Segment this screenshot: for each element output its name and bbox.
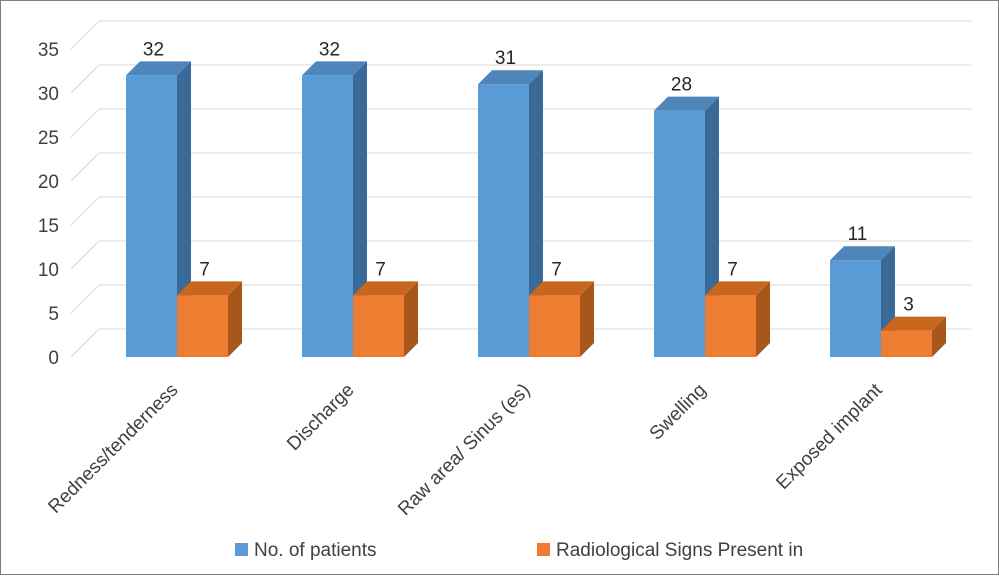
bar (529, 281, 594, 357)
bar-top (881, 316, 946, 331)
bar-front (177, 295, 228, 357)
category-label: Exposed implant (772, 379, 887, 494)
bar (881, 316, 946, 357)
bar-front (478, 84, 529, 357)
bar (177, 281, 242, 357)
y-tick-label: 5 (48, 304, 59, 325)
y-tick-label: 25 (38, 128, 59, 149)
legend-swatch (537, 543, 550, 556)
bar-side (580, 281, 594, 357)
y-tick-label: 20 (38, 172, 59, 193)
bar (302, 61, 367, 358)
bar (478, 70, 543, 357)
data-labels: 32 7 32 7 31 7 28 7 11 3 (143, 39, 914, 315)
gridline-diagonal (70, 152, 100, 182)
bar-side (932, 316, 946, 357)
data-label: 3 (903, 295, 914, 316)
category-label: Redness/tenderness (44, 380, 182, 518)
bar (353, 281, 418, 357)
y-tick-label: 15 (38, 216, 59, 237)
y-tick-label: 30 (38, 84, 59, 105)
bar (705, 281, 770, 357)
y-tick-label: 0 (48, 348, 59, 369)
category-label: Swelling (646, 380, 711, 445)
bar-front (529, 295, 580, 357)
data-label: 31 (495, 48, 516, 69)
bar-front (302, 75, 353, 358)
bar-top (126, 61, 191, 76)
y-tick-label: 35 (38, 40, 59, 61)
legend-swatch (235, 543, 248, 556)
category-labels: Redness/tenderness Discharge Raw area/ Sin… (44, 379, 887, 520)
bar-side (177, 61, 191, 358)
bar-front (654, 110, 705, 357)
bar-side (228, 281, 242, 357)
gridline-diagonal (70, 20, 100, 50)
bar-top (654, 96, 719, 111)
gridline-diagonal (70, 196, 100, 226)
bar-top (478, 70, 543, 85)
gridline-diagonal (70, 108, 100, 138)
data-label: 28 (671, 75, 692, 96)
gridline-diagonal (70, 240, 100, 270)
bar-front (353, 295, 404, 357)
bar-side (353, 61, 367, 358)
gridline-diagonal (70, 64, 100, 94)
bars (126, 61, 946, 358)
y-tick-label: 10 (38, 260, 59, 281)
bar-top (302, 61, 367, 76)
legend: No. of patients Radiological Signs Presen… (235, 540, 803, 561)
data-label: 7 (375, 259, 386, 280)
bar-side (756, 281, 770, 357)
legend-label: Radiological Signs Present in (556, 540, 803, 561)
bar (126, 61, 191, 358)
category-label: Discharge (283, 380, 358, 455)
bar-top (177, 281, 242, 296)
gridline-diagonal (70, 284, 100, 314)
bar-front (126, 75, 177, 358)
category-label: Raw area/ Sinus (es) (394, 380, 534, 520)
bar-front (830, 260, 881, 357)
y-axis-ticks: 0 5 10 15 20 25 30 35 (38, 40, 59, 369)
bar-top (529, 281, 594, 296)
bar-top (705, 281, 770, 296)
legend-label: No. of patients (254, 540, 377, 561)
data-label: 11 (848, 224, 868, 245)
data-label: 32 (319, 39, 340, 60)
bar-front (881, 330, 932, 357)
data-label: 7 (727, 259, 738, 280)
bar-front (705, 295, 756, 357)
bar-side (404, 281, 418, 357)
data-label: 32 (143, 39, 164, 60)
bar-top (830, 246, 895, 261)
data-label: 7 (551, 259, 562, 280)
bar-top (353, 281, 418, 296)
gridline-diagonal (70, 328, 100, 358)
data-label: 7 (199, 259, 210, 280)
